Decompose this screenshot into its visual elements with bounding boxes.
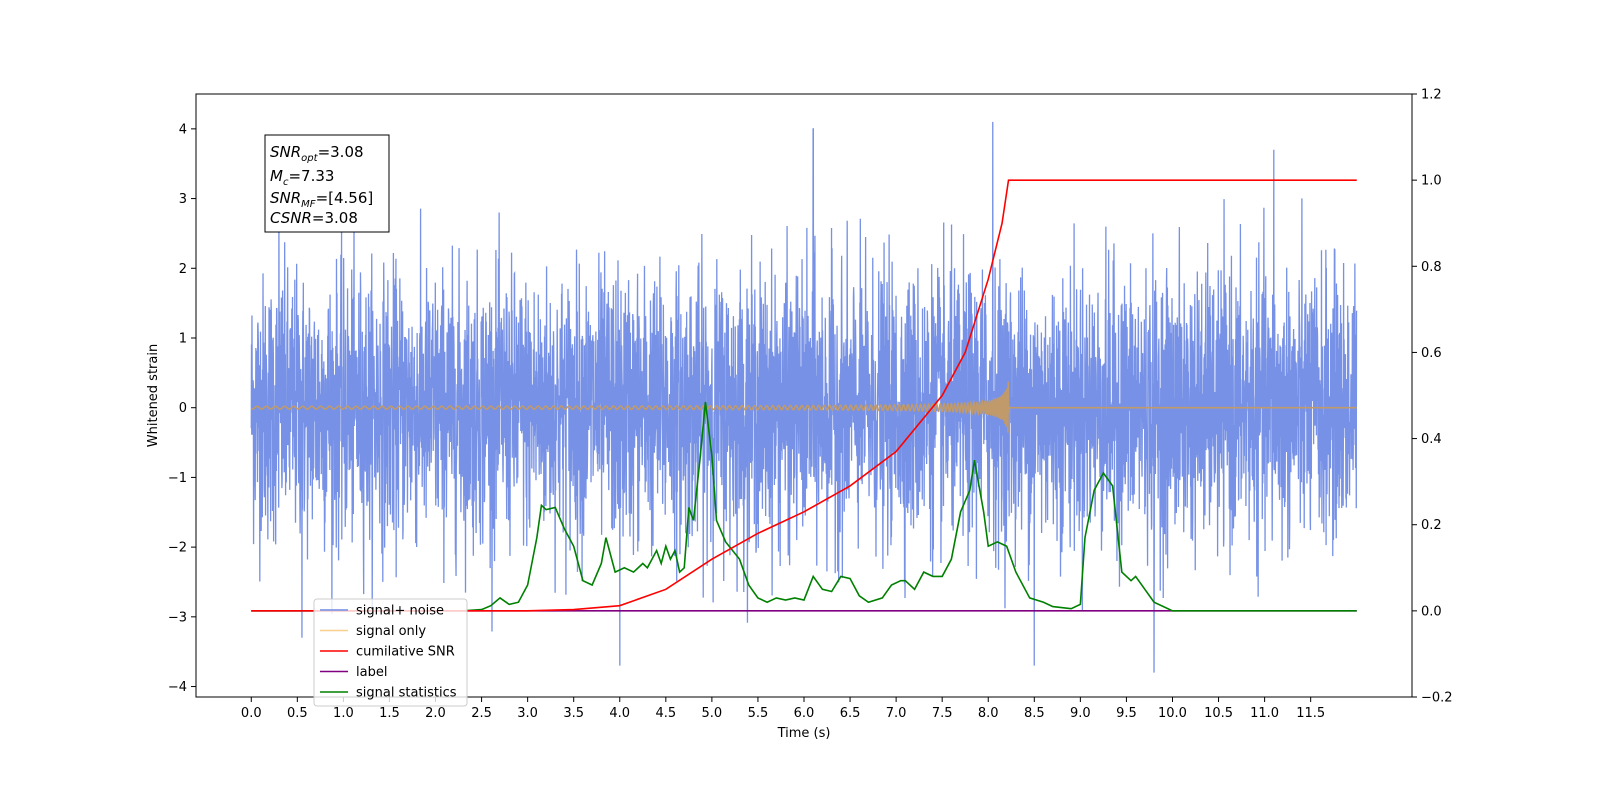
noise-series-layer bbox=[250, 121, 1358, 673]
right-tick-label: −0.2 bbox=[1421, 691, 1453, 706]
csnr-value: =3.08 bbox=[312, 209, 358, 227]
info-box-border bbox=[264, 134, 390, 233]
legend: signal+ noise signal only cumilative SNR la… bbox=[313, 598, 468, 707]
x-tick-label: 1.0 bbox=[333, 706, 354, 721]
right-tick-label: 0.8 bbox=[1421, 260, 1442, 275]
legend-label: signal statistics bbox=[356, 686, 457, 701]
legend-entry-signal-statistics: signal statistics bbox=[320, 686, 457, 701]
y-axis-label: Whitened strain bbox=[146, 344, 161, 447]
csnr-text: CSNR=3.08 bbox=[270, 209, 358, 227]
signal-only-series-layer bbox=[250, 381, 1357, 433]
legend-box bbox=[313, 598, 468, 707]
y-tick-label: 3 bbox=[179, 192, 187, 207]
y-tick-label: 0 bbox=[179, 401, 187, 416]
x-tick-label: 1.5 bbox=[379, 706, 400, 721]
x-tick-label: 2.5 bbox=[471, 706, 492, 721]
x-tick-label: 6.0 bbox=[794, 706, 815, 721]
legend-label: label bbox=[356, 665, 387, 680]
cumulative-snr-line bbox=[251, 179, 1357, 612]
right-tick-label: 0.6 bbox=[1421, 346, 1442, 361]
metrics-info-box: SNRopt=3.08 Mc=7.33 SNRMF=[4.56] CSNR=3.… bbox=[264, 134, 390, 233]
x-tick-label: 5.0 bbox=[702, 706, 723, 721]
x-tick-label: 4.5 bbox=[655, 706, 676, 721]
snr-opt-value: =3.08 bbox=[318, 143, 364, 161]
x-tick-label: 10.5 bbox=[1204, 706, 1233, 721]
x-tick-label: 5.5 bbox=[748, 706, 769, 721]
x-tick-label: 4.0 bbox=[609, 706, 630, 721]
y-tick-label: −2 bbox=[168, 541, 187, 556]
x-tick-label: 3.0 bbox=[517, 706, 538, 721]
y-tick-label: 4 bbox=[179, 122, 187, 137]
x-tick-label: 9.5 bbox=[1116, 706, 1137, 721]
y-tick-label: 2 bbox=[179, 262, 187, 277]
x-tick-label: 8.0 bbox=[978, 706, 999, 721]
x-axis: 0.0 0.5 1.0 1.5 2.0 2.5 3.0 3.5 4.0 4.5 5.0 5.5 6.0 6… bbox=[241, 697, 1325, 721]
x-tick-label: 7.5 bbox=[932, 706, 953, 721]
x-tick-label: 6.5 bbox=[840, 706, 861, 721]
x-tick-label: 7.0 bbox=[886, 706, 907, 721]
legend-label: signal only bbox=[356, 624, 426, 639]
y-tick-label: −4 bbox=[168, 680, 187, 695]
legend-label: cumilative SNR bbox=[356, 645, 455, 660]
x-tick-label: 0.5 bbox=[287, 706, 308, 721]
legend-entry-label: label bbox=[320, 665, 387, 680]
x-tick-label: 0.0 bbox=[241, 706, 262, 721]
mc-text: Mc=7.33 bbox=[270, 167, 334, 188]
mc-value: =7.33 bbox=[288, 167, 334, 185]
snr-mf-value: =[4.56] bbox=[316, 189, 374, 207]
legend-entry-signal-noise: signal+ noise bbox=[320, 604, 444, 619]
x-tick-label: 11.0 bbox=[1250, 706, 1279, 721]
legend-entry-cumulative-snr: cumilative SNR bbox=[320, 645, 455, 660]
right-tick-label: 1.0 bbox=[1421, 174, 1442, 189]
right-tick-label: 0.2 bbox=[1421, 518, 1442, 533]
x-tick-label: 11.5 bbox=[1296, 706, 1325, 721]
x-tick-label: 10.0 bbox=[1158, 706, 1187, 721]
snr-mf-text: SNRMF=[4.56] bbox=[270, 189, 373, 210]
signal-only-line bbox=[250, 381, 1357, 433]
right-tick-label: 0.4 bbox=[1421, 432, 1442, 447]
right-tick-label: 0.0 bbox=[1421, 604, 1442, 619]
x-tick-label: 9.0 bbox=[1070, 706, 1091, 721]
snr-opt-text: SNRopt=3.08 bbox=[270, 143, 364, 164]
right-tick-label: 1.2 bbox=[1421, 88, 1442, 103]
x-tick-label: 2.0 bbox=[425, 706, 446, 721]
right-y-axis: −0.2 0.0 0.2 0.4 0.6 0.8 1.0 1.2 bbox=[1412, 88, 1453, 706]
x-axis-label: Time (s) bbox=[777, 726, 831, 741]
signal-noise-line bbox=[250, 121, 1358, 673]
x-tick-label: 8.5 bbox=[1024, 706, 1045, 721]
left-y-axis: −4 −3 −2 −1 0 1 2 3 4 bbox=[168, 122, 196, 695]
y-tick-label: −3 bbox=[168, 610, 187, 625]
signal-statistics-line bbox=[251, 401, 1357, 612]
y-tick-label: −1 bbox=[168, 471, 187, 486]
legend-entry-signal-only: signal only bbox=[320, 624, 426, 639]
y-tick-label: 1 bbox=[179, 331, 187, 346]
legend-label: signal+ noise bbox=[356, 604, 444, 619]
x-tick-label: 3.5 bbox=[563, 706, 584, 721]
